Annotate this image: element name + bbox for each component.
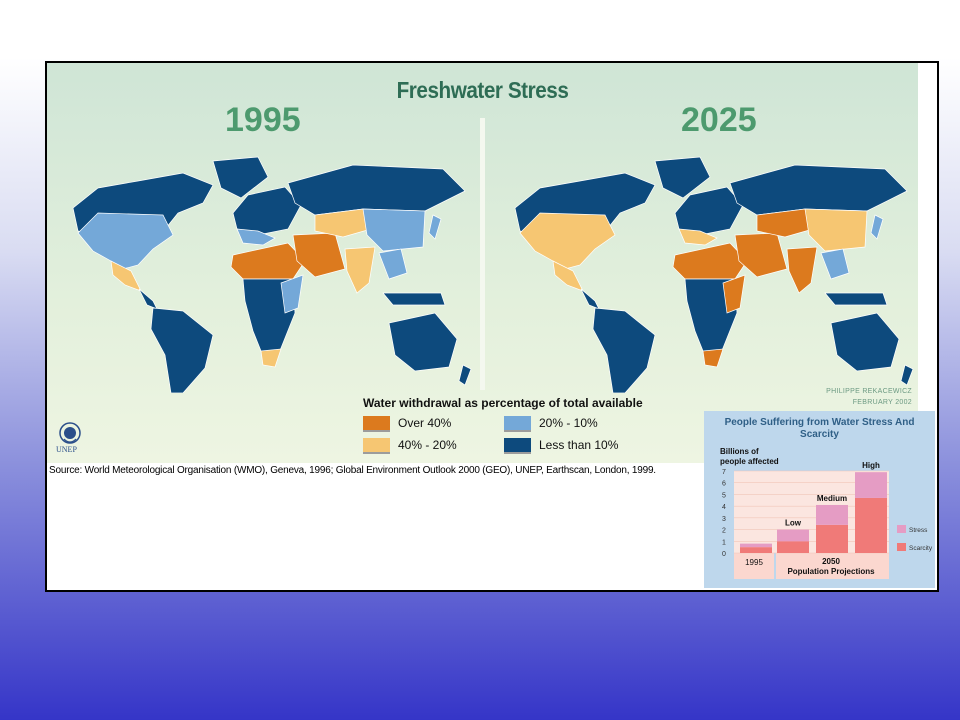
- legend-label-scarcity: Scarcity: [909, 545, 933, 552]
- region-australia: [388, 312, 458, 372]
- region-usa: [77, 212, 174, 270]
- region-japan: [870, 214, 884, 240]
- legend-swatch-stress: [897, 525, 906, 533]
- bar-stress-high: [855, 472, 887, 498]
- region-central-asia: [314, 208, 372, 238]
- legend-swatch: [363, 438, 390, 454]
- region-europe-south: [236, 228, 276, 246]
- bar-stress-1995: [740, 543, 772, 548]
- region-south-america: [150, 307, 214, 393]
- region-india: [786, 246, 818, 294]
- unep-logo-icon: [59, 422, 81, 444]
- region-north-africa: [672, 242, 748, 280]
- world-map-2025: [514, 156, 914, 393]
- region-southeast-asia: [378, 248, 408, 280]
- bar-scarcity-1995: [740, 547, 772, 553]
- region-usa: [519, 212, 616, 270]
- y-axis-label: Billions of: [720, 447, 759, 456]
- map-title: Freshwater Stress: [396, 77, 569, 103]
- legend-label: Less than 10%: [539, 438, 619, 453]
- legend-swatch: [504, 438, 531, 454]
- group-label-2050: 2050: [822, 557, 840, 566]
- region-china: [362, 208, 426, 252]
- legend-label: 20% - 10%: [539, 416, 598, 431]
- region-central-america: [138, 288, 158, 310]
- region-new-zealand: [458, 364, 472, 386]
- region-mexico: [110, 260, 142, 292]
- y-tick-label: 3: [722, 516, 726, 523]
- legend-label-stress: Stress: [909, 527, 928, 534]
- category-label: High: [862, 461, 880, 470]
- credit-date: FEBRUARY 2002: [852, 399, 912, 406]
- region-north-africa: [230, 242, 306, 280]
- legend-item-40-20: 40% - 20%: [363, 438, 457, 454]
- figure-frame: Freshwater Stress 1995 2025 PHILIPPE REK…: [45, 61, 939, 592]
- region-south-africa: [260, 348, 282, 368]
- region-southeast-asia: [820, 248, 850, 280]
- world-map-1995: [72, 156, 472, 393]
- region-middle-east: [734, 232, 788, 278]
- legend-label: Over 40%: [398, 416, 452, 431]
- bar-scarcity-high: [855, 497, 887, 553]
- region-japan: [428, 214, 442, 240]
- region-greenland: [654, 156, 711, 199]
- source-citation: Source: World Meteorological Organisatio…: [49, 465, 656, 476]
- year-label-2025: 2025: [681, 101, 757, 139]
- region-new-zealand: [900, 364, 914, 386]
- region-australia: [830, 312, 900, 372]
- group-box-2050: [776, 553, 889, 579]
- year-label-1995: 1995: [225, 101, 301, 139]
- legend-item-over-40: Over 40%: [363, 416, 451, 432]
- region-middle-east: [292, 232, 346, 278]
- group-box-1995: [734, 553, 774, 579]
- region-europe-south: [678, 228, 718, 246]
- y-tick-label: 0: [722, 551, 726, 558]
- y-tick-label: 6: [722, 481, 726, 488]
- region-indonesia: [824, 292, 888, 306]
- legend-item-under-10: Less than 10%: [504, 438, 618, 454]
- legend-item-20-10: 20% - 10%: [504, 416, 598, 432]
- group-label-1995: 1995: [745, 558, 763, 567]
- panel-divider: [480, 118, 485, 390]
- y-tick-label: 1: [722, 539, 726, 546]
- unep-logo-text: UNEP: [56, 445, 77, 454]
- legend-title: Water withdrawal as percentage of total …: [363, 396, 643, 410]
- bar-scarcity-medium: [816, 524, 848, 553]
- legend-swatch: [504, 416, 531, 432]
- region-mexico: [552, 260, 584, 292]
- map-legend: Water withdrawal as percentage of total …: [363, 396, 693, 456]
- region-central-america: [580, 288, 600, 310]
- bar-scarcity-low: [777, 541, 809, 553]
- y-tick-label: 5: [722, 492, 726, 499]
- credit-author: PHILIPPE REKACEWICZ: [826, 388, 912, 395]
- region-africa-east: [280, 274, 304, 314]
- region-south-america: [592, 307, 656, 393]
- y-tick-label: 2: [722, 528, 726, 535]
- y-axis-label: people affected: [720, 457, 779, 466]
- region-russia: [287, 164, 466, 216]
- category-label: Low: [785, 519, 802, 528]
- region-central-asia: [756, 208, 814, 238]
- region-russia: [729, 164, 908, 216]
- y-tick-label: 4: [722, 504, 726, 511]
- bar-stress-medium: [816, 504, 848, 525]
- bar-stress-low: [777, 529, 809, 542]
- region-china: [804, 208, 868, 252]
- region-greenland: [212, 156, 269, 199]
- region-indonesia: [382, 292, 446, 306]
- legend-swatch: [363, 416, 390, 432]
- inset-chart: People Suffering from Water Stress And S…: [704, 411, 935, 588]
- legend-label: 40% - 20%: [398, 438, 457, 453]
- region-south-africa: [702, 348, 724, 368]
- x-axis-label: Population Projections: [787, 567, 875, 576]
- map-poster: Freshwater Stress 1995 2025 PHILIPPE REK…: [47, 63, 918, 463]
- region-india: [344, 246, 376, 294]
- legend-swatch-scarcity: [897, 543, 906, 551]
- category-label: Medium: [817, 494, 847, 503]
- y-tick-label: 7: [722, 469, 726, 476]
- region-africa-east: [722, 274, 746, 314]
- chart-title: People Suffering from Water Stress And S…: [724, 417, 915, 440]
